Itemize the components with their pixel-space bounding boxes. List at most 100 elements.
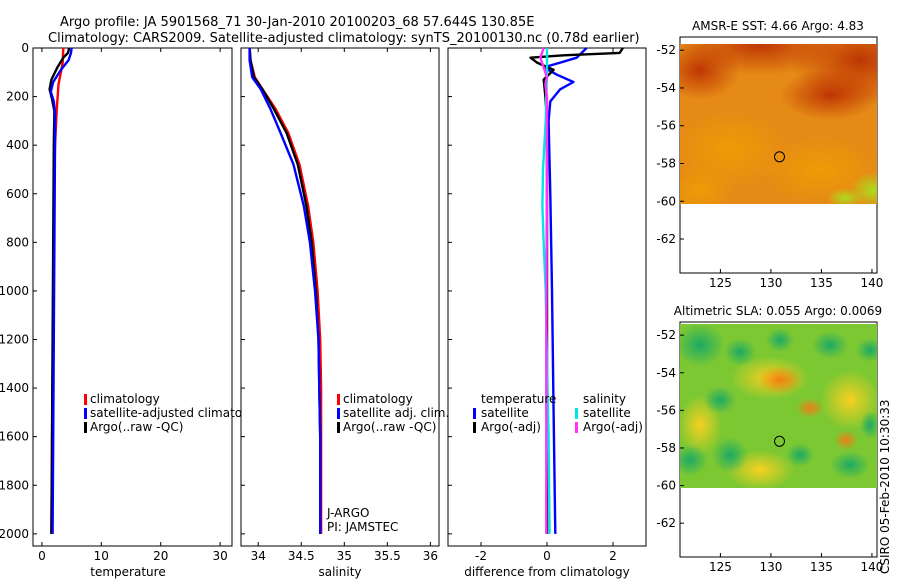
map-y-tick-label: -60: [656, 194, 676, 208]
sla-map-ticks: 125 130 135 140 -52 -54 -56 -58 -60 -62: [656, 328, 883, 574]
legend-swatch-climatology: [337, 394, 340, 405]
map-y-tick-label: -52: [656, 328, 676, 342]
temperature-panel: 0 10 20 30 0 200 400 600 800 1000 1200 1400 1600 1800…: [0, 41, 253, 579]
legend-swatch-satellite: [84, 408, 87, 419]
sst-cold-cell: [827, 188, 863, 204]
sla-argo-position-marker: [774, 435, 785, 447]
legend-label-argo: Argo(..raw -QC): [343, 420, 436, 434]
sst-map-panel: AMSR-E SST: 4.66 Argo: 4.83 125 130 135 140…: [656, 19, 883, 290]
side-timestamp: CSIRO 05-Feb-2010 10:30:33: [878, 399, 892, 574]
x-tick-label: 35.5: [374, 549, 401, 563]
sla-low-cell: [766, 328, 794, 352]
legend-label-climatology: climatology: [90, 392, 160, 406]
sla-low-cell: [704, 386, 736, 414]
sst-warm-cell: [780, 70, 877, 120]
sla-low-cell: [680, 444, 708, 476]
map-x-tick-label: 130: [759, 276, 782, 290]
difference-panel: -2 0 2 temperature satellite Argo(-adj) sa…: [447, 47, 647, 579]
legend-swatch-argo: [84, 422, 87, 433]
y-tick-label: 400: [6, 138, 29, 152]
sla-map-title: Altimetric SLA: 0.055 Argo: 0.0069: [674, 304, 882, 318]
legend-swatch-temp-satellite: [473, 408, 476, 419]
sla-low-cell: [830, 451, 870, 479]
temperature-xlabel: temperature: [90, 565, 165, 579]
sst-cool-cell: [680, 165, 735, 204]
y-tick-label: 1200: [0, 333, 29, 347]
sst-map-ticks: 125 130 135 140 -52 -54 -56 -58 -60 -62: [656, 43, 883, 290]
series-line-satellite-adj-clim: [248, 48, 322, 534]
x-tick-label: 0: [543, 549, 551, 563]
legend-label-satellite: satellite adj. clim.: [343, 406, 449, 420]
sst-warm-cell: [680, 44, 740, 100]
x-tick-label: 20: [153, 549, 168, 563]
figure-title-line2: Climatology: CARS2009. Satellite-adjuste…: [48, 31, 640, 46]
sla-low-cell: [724, 338, 756, 366]
map-x-tick-label: 130: [759, 560, 782, 574]
y-tick-label: 2000: [0, 527, 29, 541]
temperature-plot-frame: [32, 47, 233, 547]
map-x-tick-label: 125: [709, 276, 732, 290]
y-tick-label: 0: [21, 41, 29, 55]
x-tick-label: -2: [475, 549, 487, 563]
legend-swatch-sal-argo: [575, 422, 578, 433]
sla-peak-cell: [796, 398, 824, 418]
salinity-plot-frame: [240, 47, 440, 547]
sla-low-cell: [680, 324, 725, 367]
temperature-ticks: 0 10 20 30 0 200 400 600 800 1000 1200 1400 1600 1800…: [0, 41, 228, 563]
sla-heatmap: [680, 324, 877, 488]
map-y-tick-label: -56: [656, 119, 676, 133]
sla-peak-cell: [834, 430, 858, 450]
map-x-tick-label: 140: [860, 560, 883, 574]
sst-heatmap: [680, 44, 877, 204]
sla-low-cell: [812, 331, 848, 359]
legend-label-argo: Argo(..raw -QC): [90, 420, 183, 434]
figure-title-line1: Argo profile: JA 5901568_71 30-Jan-2010 …: [60, 15, 534, 30]
legend-header-temperature: temperature: [481, 392, 556, 406]
difference-legend: temperature satellite Argo(-adj) salinit…: [473, 392, 643, 434]
sla-low-cell: [860, 411, 877, 439]
salinity-annotation-project: J-ARGO: [326, 506, 369, 520]
difference-ticks: -2 0 2: [448, 47, 617, 563]
legend-label-climatology: climatology: [343, 392, 413, 406]
legend-label-satellite: satellite-adjusted climatolo: [90, 406, 253, 420]
temperature-legend: climatology satellite-adjusted climatolo…: [84, 392, 253, 434]
x-tick-label: 0: [38, 549, 46, 563]
y-tick-label: 800: [6, 235, 29, 249]
map-y-tick-label: -52: [656, 43, 676, 57]
y-tick-label: 600: [6, 187, 29, 201]
sst-map-title: AMSR-E SST: 4.66 Argo: 4.83: [692, 19, 864, 33]
sst-argo-position-marker: [774, 151, 785, 163]
x-tick-label: 2: [609, 549, 617, 563]
legend-label-temp-satellite: satellite: [481, 406, 529, 420]
x-tick-label: 10: [94, 549, 109, 563]
legend-swatch-satellite: [337, 408, 340, 419]
map-y-tick-label: -56: [656, 403, 676, 417]
salinity-annotation-pi: PI: JAMSTEC: [327, 520, 398, 534]
temperature-series: [48, 47, 73, 534]
legend-label-sal-argo: Argo(-adj): [583, 420, 643, 434]
salinity-legend: climatology satellite adj. clim. Argo(..…: [337, 392, 449, 434]
map-y-tick-label: -62: [656, 232, 676, 246]
map-y-tick-label: -54: [656, 366, 676, 380]
difference-series: [529, 47, 624, 534]
y-tick-label: 1600: [0, 430, 29, 444]
x-tick-label: 35: [337, 549, 352, 563]
x-tick-label: 34.5: [288, 549, 315, 563]
legend-swatch-climatology: [84, 394, 87, 405]
y-tick-label: 200: [6, 90, 29, 104]
legend-swatch-temp-argo: [473, 422, 476, 433]
legend-header-salinity: salinity: [583, 392, 626, 406]
y-tick-label: 1400: [0, 381, 29, 395]
map-y-tick-label: -58: [656, 441, 676, 455]
legend-swatch-argo: [337, 422, 340, 433]
sla-low-cell: [712, 437, 748, 473]
legend-swatch-sal-satellite: [575, 408, 578, 419]
map-x-tick-label: 135: [810, 560, 833, 574]
x-tick-label: 36: [423, 549, 438, 563]
sla-low-cell: [786, 443, 814, 467]
x-tick-label: 34: [251, 549, 266, 563]
legend-label-temp-argo: Argo(-adj): [481, 420, 541, 434]
difference-xlabel: difference from climatology: [464, 565, 630, 579]
map-y-tick-label: -60: [656, 479, 676, 493]
